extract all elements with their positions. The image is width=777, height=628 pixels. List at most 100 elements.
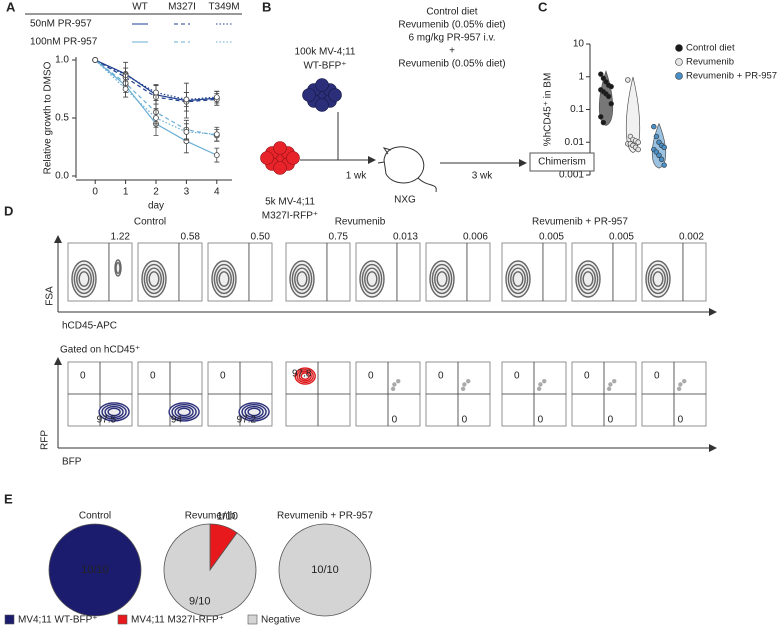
- quadrant-value: 94: [171, 415, 183, 426]
- quadrant-value: 97.2: [237, 415, 257, 426]
- pie-slice: [163, 523, 257, 617]
- event: [542, 379, 547, 384]
- contour: [507, 263, 529, 295]
- contour: [366, 271, 378, 287]
- point: [661, 162, 667, 168]
- gate-value: 0.50: [251, 232, 271, 243]
- event: [396, 379, 401, 384]
- contour: [575, 260, 601, 298]
- point: [153, 115, 159, 121]
- event: [676, 386, 682, 392]
- cell: [328, 88, 342, 102]
- contour: [296, 368, 314, 384]
- contour: [143, 263, 165, 295]
- point: [598, 71, 604, 77]
- gate-value: 0.75: [329, 232, 349, 243]
- point: [635, 146, 641, 153]
- contour: [296, 271, 308, 287]
- gate-value: 0.006: [463, 232, 488, 243]
- axis-label: RFP: [40, 430, 51, 450]
- event: [606, 386, 612, 392]
- panel-label: D: [4, 203, 13, 218]
- legend-row: 50nM PR-957: [30, 19, 92, 30]
- pie-title: Revumenib: [185, 511, 236, 522]
- legend-label: Negative: [261, 615, 301, 626]
- legend-column: T349M: [208, 2, 239, 13]
- legend-marker: [675, 58, 683, 66]
- cell-label: WT-BFP⁺: [303, 61, 346, 72]
- mouse-label: NXG: [394, 195, 416, 206]
- contour: [647, 263, 669, 295]
- cell: [315, 98, 329, 112]
- point: [598, 114, 604, 120]
- point: [658, 156, 665, 163]
- value-label: 9/10: [189, 595, 210, 607]
- gate-value: 0.013: [393, 232, 418, 243]
- contour: [104, 405, 124, 419]
- contour: [148, 271, 160, 287]
- y-tick-label: 0.5: [55, 113, 69, 124]
- contour: [107, 407, 121, 417]
- point: [213, 131, 220, 138]
- legend-column: WT: [132, 2, 148, 13]
- contour: [73, 263, 95, 295]
- x-tick-label: 2: [153, 187, 159, 198]
- y-tick-label: 1: [578, 71, 584, 82]
- interval-label: 3 wk: [472, 171, 494, 182]
- treatment: 6 mg/kg PR-957 i.v.: [408, 33, 495, 44]
- point: [608, 101, 614, 107]
- contour: [361, 263, 383, 295]
- group-title: Revumenib + PR-957: [532, 217, 628, 228]
- cell: [273, 161, 287, 175]
- point: [608, 83, 614, 90]
- y-tick-label: 10: [573, 39, 585, 50]
- contour: [101, 404, 127, 420]
- quadrant-value: 0: [608, 415, 614, 426]
- contour: [78, 271, 90, 287]
- quadrant-value: 0: [654, 371, 660, 382]
- point: [653, 133, 660, 140]
- y-tick-label: 0.001: [559, 170, 584, 181]
- violin: [625, 76, 641, 153]
- contour: [429, 260, 455, 298]
- legend-label: MV4;11 M327I-RFP⁺: [131, 615, 224, 626]
- value-label: 1/10: [217, 511, 238, 523]
- mouse: [377, 146, 425, 184]
- contour: [213, 263, 235, 295]
- gate-value: 0.002: [679, 232, 704, 243]
- point: [213, 152, 220, 159]
- contour: [364, 267, 380, 291]
- event: [612, 379, 617, 384]
- contour: [431, 263, 453, 295]
- contour: [168, 402, 200, 422]
- readout-box: [529, 152, 595, 172]
- x-tick-label: 4: [214, 187, 220, 198]
- cell: [302, 88, 316, 102]
- axis-label: BFP: [62, 457, 82, 468]
- contour: [298, 370, 312, 382]
- group-title: Revumenib: [335, 217, 386, 228]
- cell: [273, 141, 287, 155]
- y-axis-label: %hCD45⁺ in BM: [543, 73, 554, 147]
- point: [213, 94, 220, 101]
- gate-value: 0.005: [539, 232, 564, 243]
- axis-label: FSA: [45, 286, 56, 306]
- legend-marker: [675, 72, 683, 80]
- contour: [241, 404, 267, 420]
- contour: [171, 404, 197, 420]
- cell-label: M327I-RFP⁺: [262, 211, 318, 222]
- event: [538, 382, 543, 387]
- contour: [652, 271, 664, 287]
- contour: [359, 260, 385, 298]
- event: [682, 379, 687, 384]
- gate-value: 0.58: [181, 232, 201, 243]
- contour: [177, 407, 191, 417]
- contour: [289, 260, 315, 298]
- cell: [260, 151, 274, 165]
- contour: [115, 261, 121, 275]
- cell: [315, 78, 329, 92]
- interval-label: 1 wk: [346, 171, 368, 182]
- contour: [294, 367, 316, 385]
- legend-swatch: [117, 614, 128, 625]
- value-label: 10/10: [311, 564, 339, 576]
